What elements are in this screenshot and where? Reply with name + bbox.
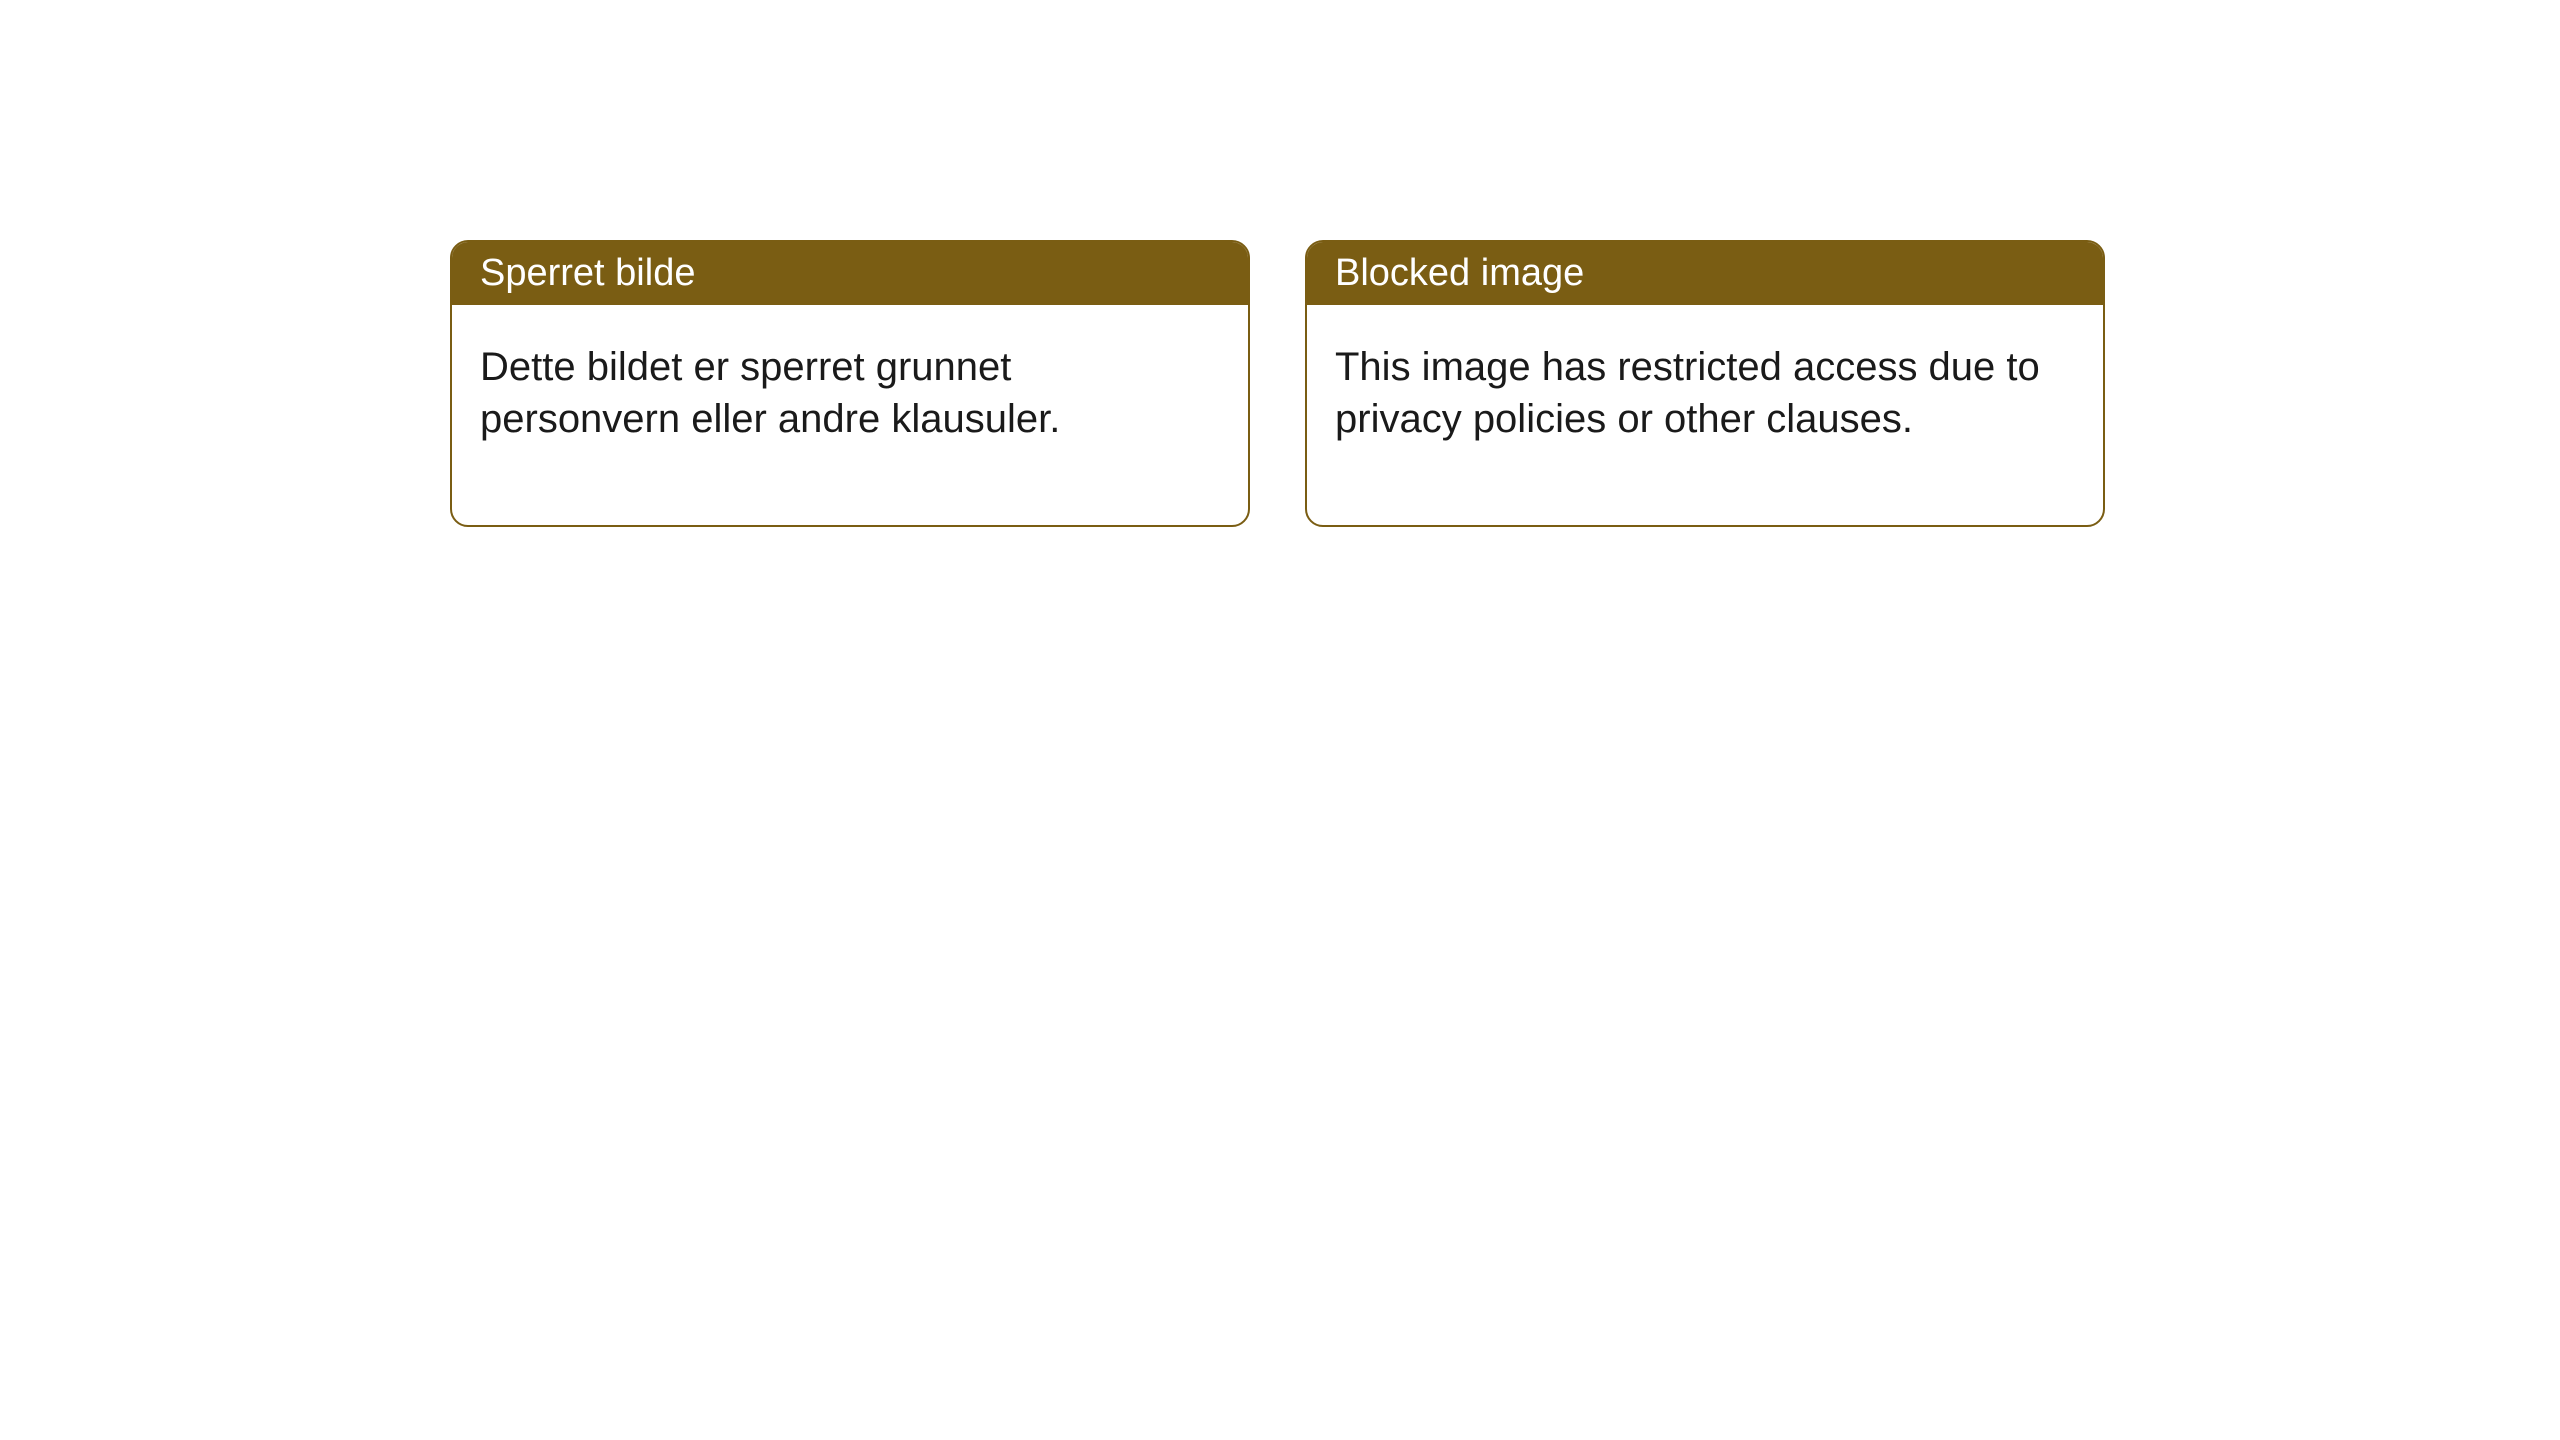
blocked-image-card-en: Blocked image This image has restricted … [1305,240,2105,527]
card-header-en: Blocked image [1307,242,2103,305]
card-header-no: Sperret bilde [452,242,1248,305]
card-body-en: This image has restricted access due to … [1307,305,2103,525]
card-body-no: Dette bildet er sperret grunnet personve… [452,305,1248,525]
blocked-image-card-no: Sperret bilde Dette bildet er sperret gr… [450,240,1250,527]
blocked-image-cards-container: Sperret bilde Dette bildet er sperret gr… [450,240,2105,527]
